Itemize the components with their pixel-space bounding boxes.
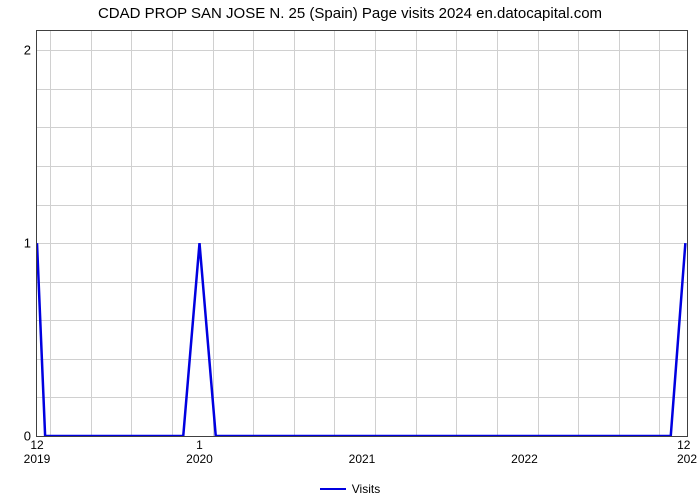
plot-area: 012121122019202020212022202 — [36, 30, 688, 437]
chart-title: CDAD PROP SAN JOSE N. 25 (Spain) Page vi… — [0, 5, 700, 22]
legend: Visits — [0, 482, 700, 496]
x-minor-tick-label: 12 — [677, 438, 690, 452]
x-major-tick-label: 2022 — [511, 452, 538, 466]
series-line-visits — [37, 243, 685, 436]
x-minor-tick-label: 12 — [30, 438, 43, 452]
x-major-tick-label: 2020 — [186, 452, 213, 466]
series-svg — [37, 31, 687, 436]
x-major-tick-label: 2021 — [349, 452, 376, 466]
y-tick-label: 2 — [24, 43, 37, 58]
chart-container: CDAD PROP SAN JOSE N. 25 (Spain) Page vi… — [0, 0, 700, 500]
x-major-tick-label: 202 — [677, 452, 697, 466]
x-minor-tick-label: 1 — [196, 438, 203, 452]
y-tick-label: 1 — [24, 236, 37, 251]
legend-label-visits: Visits — [352, 482, 380, 496]
x-major-tick-label: 2019 — [24, 452, 51, 466]
legend-swatch-visits — [320, 488, 346, 490]
